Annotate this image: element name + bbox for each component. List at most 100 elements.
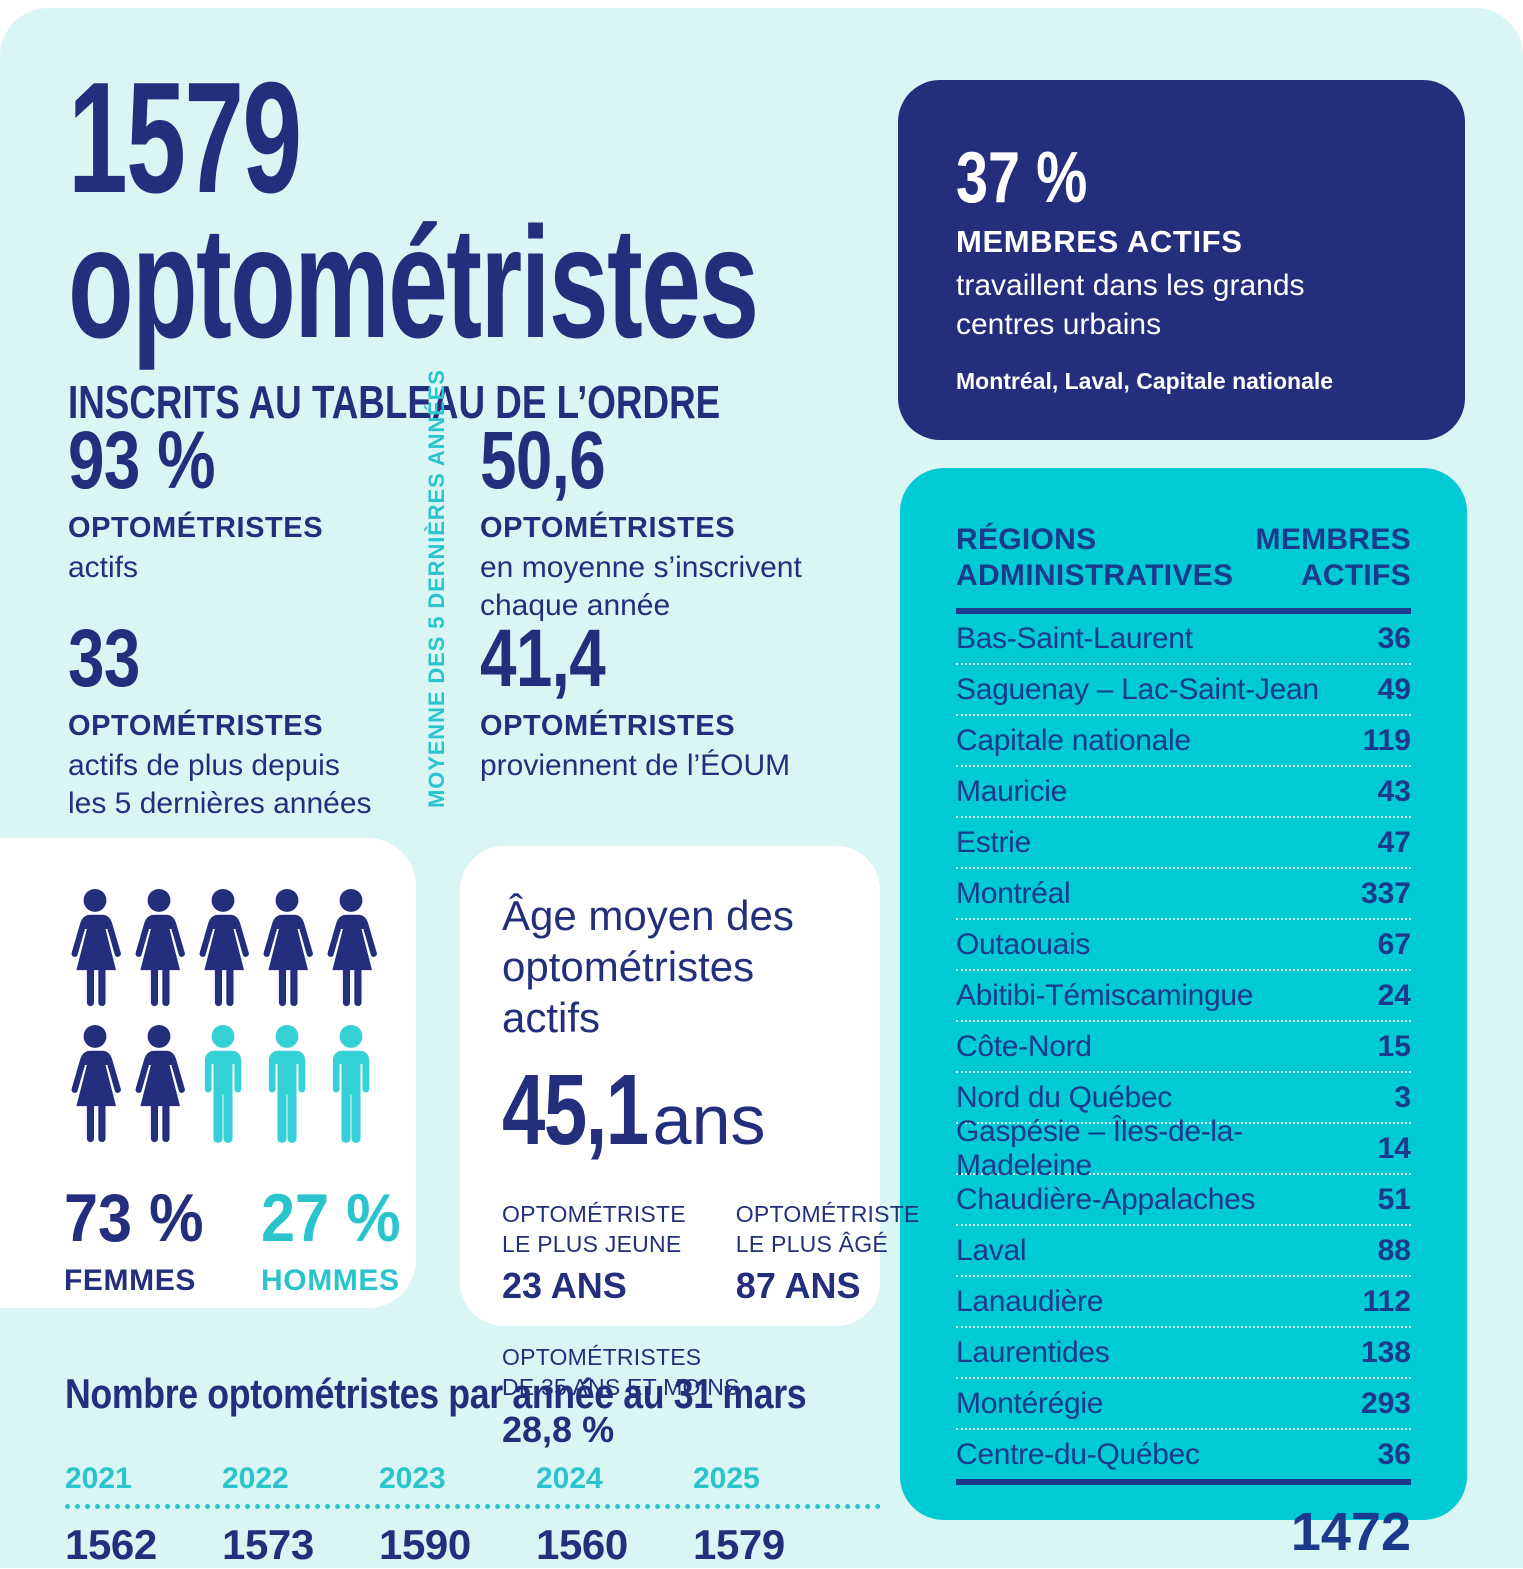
region-value: 119 (1362, 723, 1411, 757)
region-name: Saguenay – Lac-Saint-Jean (956, 672, 1319, 706)
region-value: 43 (1377, 774, 1411, 808)
stat-average-new: 50,6 OPTOMÉTRISTES en moyenne s’inscrive… (480, 420, 840, 624)
stats-side-label: MOYENNE DES 5 DERNIÈRES ANNÉES (424, 369, 449, 808)
yearly-title: Nombre optométristes par année au 31 mar… (65, 1370, 807, 1417)
region-value: 49 (1377, 672, 1411, 706)
gender-percentages: 73 % FEMMES 27 % HOMMES (64, 1184, 416, 1298)
regions-header-right-line1: MEMBRES (1255, 523, 1411, 556)
female-pct: 73 % (64, 1180, 204, 1256)
stat-active-pct: 93 % OPTOMÉTRISTES actifs (68, 420, 428, 587)
year-value: 1562 (65, 1521, 157, 1568)
person-icon (128, 888, 190, 1014)
table-row: Laurentides 138 (956, 1328, 1411, 1379)
region-name: Chaudière-Appalaches (956, 1182, 1256, 1216)
table-row: Nord du Québec 3 (956, 1073, 1411, 1124)
headline: 1579 optométristes INSCRITS AU TABLEAU D… (68, 50, 1082, 429)
region-name: Laurentides (956, 1335, 1110, 1369)
region-name: Côte-Nord (956, 1029, 1092, 1063)
year-value: 1579 (693, 1521, 785, 1568)
stat-value: 41,4 (480, 613, 606, 704)
youngest-label-line2: LE PLUS JEUNE (502, 1230, 682, 1257)
region-value: 67 (1377, 927, 1411, 961)
region-name: Laval (956, 1233, 1027, 1267)
region-name: Bas-Saint-Laurent (956, 621, 1193, 655)
year-label: 2024 (536, 1462, 603, 1495)
stat-desc-line2: les 5 dernières années (68, 786, 372, 820)
region-name: Mauricie (956, 774, 1067, 808)
table-row: Centre-du-Québec 36 (956, 1430, 1411, 1479)
region-name: Capitale nationale (956, 723, 1191, 757)
region-value: 24 (1377, 978, 1411, 1012)
person-icon (64, 1024, 126, 1150)
yearly-values-row: 1562 1573 1590 1560 1579 (65, 1521, 881, 1569)
age-extremes: OPTOMÉTRISTE LE PLUS JEUNE 23 ANS OPTOMÉ… (502, 1200, 919, 1308)
urban-members-label: MEMBRES ACTIFS (956, 224, 1243, 259)
region-name: Abitibi-Témiscamingue (956, 978, 1254, 1012)
stat-desc: en moyenne s’inscrivent chaque année (480, 549, 840, 624)
person-icon (64, 888, 126, 1014)
region-name: Gaspésie – Îles-de-la-Madeleine (956, 1114, 1243, 1182)
regions-total: 1472 (956, 1479, 1411, 1563)
region-name: Centre-du-Québec (956, 1437, 1200, 1471)
region-value: 88 (1377, 1233, 1411, 1267)
table-row: Chaudière-Appalaches 51 (956, 1175, 1411, 1226)
under35-label-line2: DE 35 ANS ET MOINS (502, 1374, 740, 1401)
yearly-years-row: 2021 2022 2023 2024 2025 (65, 1462, 881, 1496)
regions-table-card: RÉGIONS ADMINISTRATIVES MEMBRES ACTIFS B… (900, 468, 1467, 1562)
year-value: 1573 (222, 1521, 314, 1568)
table-row: Saguenay – Lac-Saint-Jean 49 (956, 665, 1411, 716)
person-icon (192, 1024, 254, 1150)
person-icon (320, 888, 382, 1014)
region-value: 112 (1362, 1284, 1411, 1318)
age-title-line2: optométristes actifs (502, 943, 755, 1042)
region-value: 51 (1377, 1182, 1411, 1216)
headline-number: 1579 (68, 50, 302, 226)
region-value: 47 (1377, 825, 1411, 859)
male-pct: 27 % (261, 1180, 401, 1256)
region-value: 3 (1394, 1080, 1411, 1114)
region-value: 293 (1360, 1386, 1411, 1420)
youngest-optometrist: OPTOMÉTRISTE LE PLUS JEUNE 23 ANS (502, 1200, 686, 1308)
regions-header-right: MEMBRES ACTIFS (1256, 522, 1411, 594)
table-row: Abitibi-Témiscamingue 24 (956, 971, 1411, 1022)
urban-members-value: 37 % (956, 138, 1088, 218)
infographic-background-panel: 1579 optométristes INSCRITS AU TABLEAU D… (0, 8, 1523, 1568)
age-value: 45,1 ans (502, 1060, 850, 1160)
urban-members-note: Montréal, Laval, Capitale nationale (956, 368, 1334, 394)
regions-header-left-line1: RÉGIONS (956, 523, 1097, 556)
table-row: Gaspésie – Îles-de-la-Madeleine 14 (956, 1115, 1411, 1182)
region-value: 15 (1377, 1029, 1411, 1063)
under35-value: 28,8 % (502, 1409, 615, 1451)
table-row: Lanaudière 112 (956, 1277, 1411, 1328)
person-icon (192, 888, 254, 1014)
table-row: Bas-Saint-Laurent 36 (956, 614, 1411, 665)
yearly-dotted-line (65, 1504, 881, 1509)
male-share: 27 % HOMMES (261, 1184, 416, 1298)
yearly-counts: Nombre optométristes par année au 31 mar… (65, 1370, 881, 1569)
urban-members-card: 37 % MEMBRES ACTIFS travaillent dans les… (898, 80, 1465, 440)
year-label: 2021 (65, 1462, 132, 1495)
person-icon (128, 1024, 190, 1150)
year-value: 1560 (536, 1521, 628, 1568)
headline-subtitle: INSCRITS AU TABLEAU DE L’ORDRE (68, 375, 721, 428)
gender-card: 73 % FEMMES 27 % HOMMES (0, 838, 416, 1308)
year-label: 2022 (222, 1462, 289, 1495)
region-value: 36 (1377, 621, 1411, 655)
age-title-line1: Âge moyen des (502, 892, 794, 939)
year-value: 1590 (379, 1521, 471, 1568)
regions-header-right-line2: ACTIFS (1300, 559, 1411, 592)
stat-desc: actifs (68, 551, 139, 584)
region-value: 337 (1360, 876, 1411, 910)
oldest-optometrist: OPTOMÉTRISTE LE PLUS ÂGÉ 87 ANS (736, 1200, 920, 1308)
male-label: HOMMES (261, 1264, 400, 1297)
stat-desc-line1: actifs de plus depuis (68, 749, 340, 782)
oldest-value: 87 ANS (735, 1265, 861, 1307)
urban-members-desc-line1: travaillent dans les grands (956, 269, 1305, 302)
under35-label-line1: OPTOMÉTRISTES (502, 1344, 702, 1371)
regions-header-left-line2: ADMINISTRATIVES (956, 559, 1234, 592)
oldest-label-line2: LE PLUS ÂGÉ (735, 1230, 888, 1257)
stat-desc: proviennent de l’ÉOUM (480, 749, 791, 782)
age-number: 45,1 (502, 1053, 649, 1166)
person-icon (256, 888, 318, 1014)
urban-members-desc: travaillent dans les grands centres urba… (956, 266, 1425, 344)
